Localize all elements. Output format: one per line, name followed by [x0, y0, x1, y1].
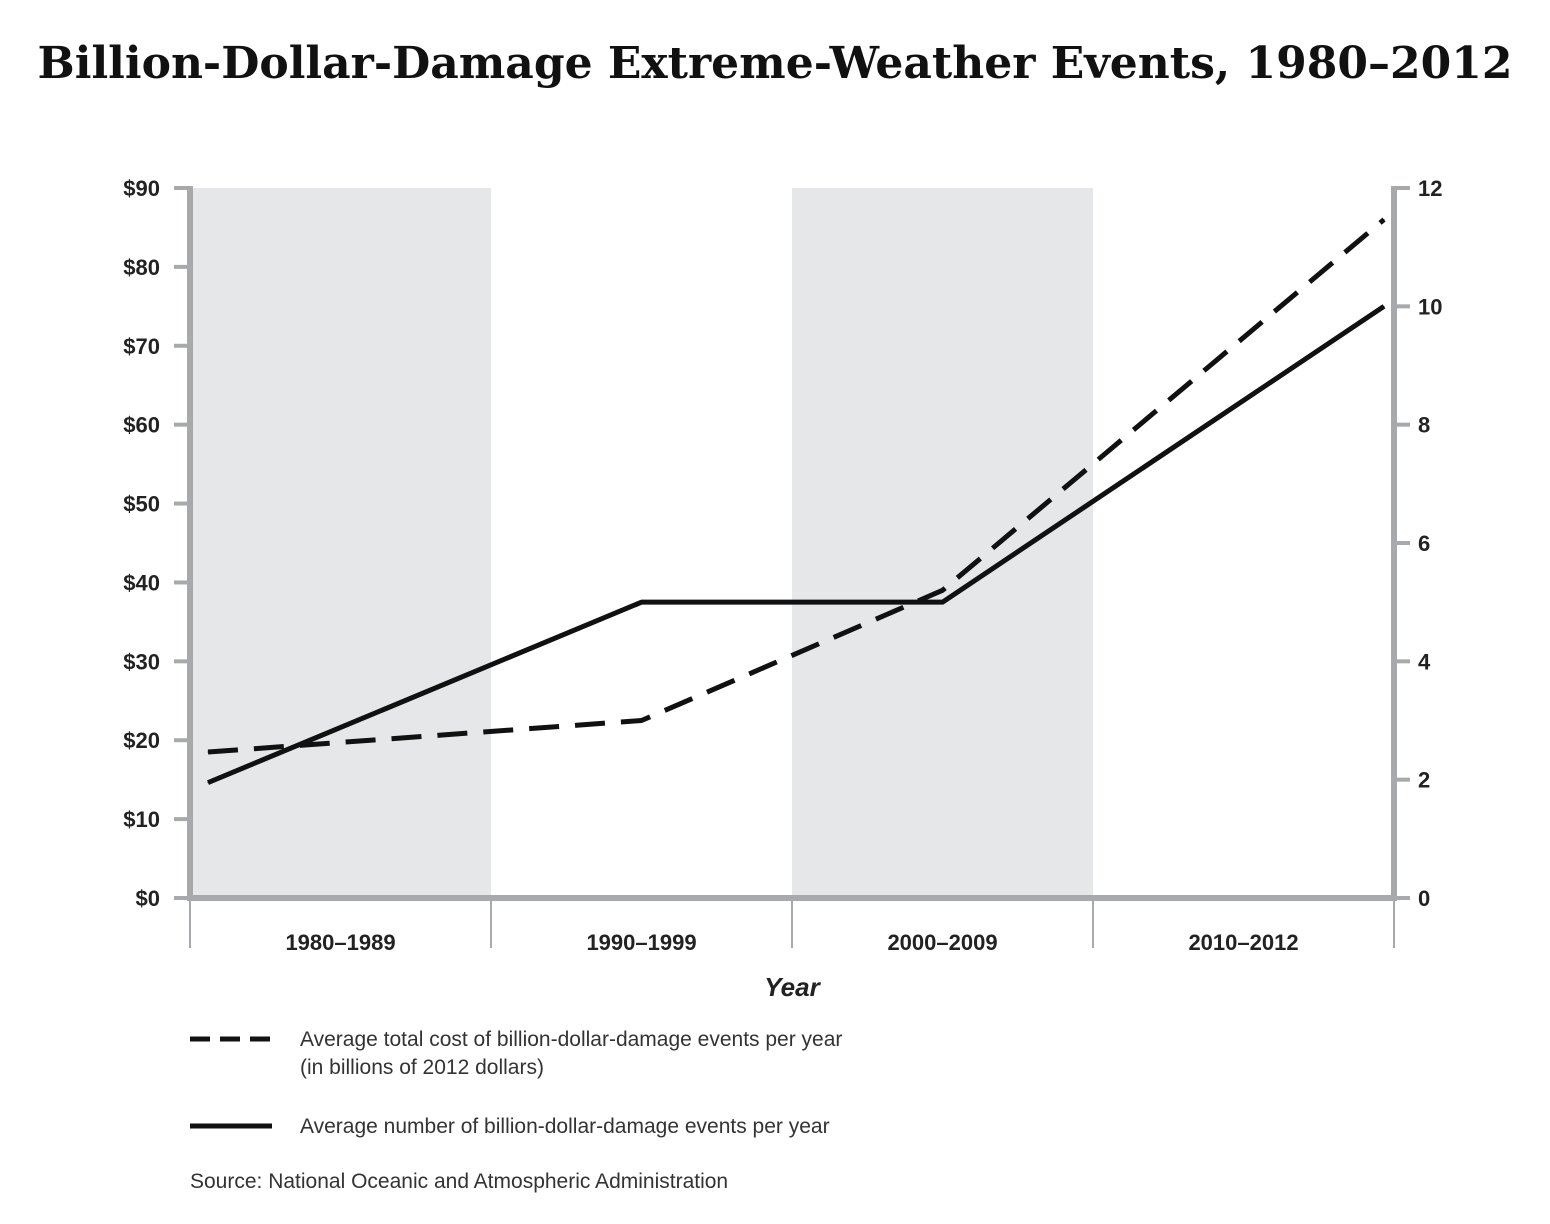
left-tick-label: $90: [123, 176, 160, 201]
x-tick-label: 1980–1989: [285, 930, 395, 955]
x-tick-label: 2000–2009: [887, 930, 997, 955]
right-tick-label: 10: [1418, 294, 1442, 319]
right-tick-label: 2: [1418, 768, 1430, 793]
data-point-cost: [1383, 219, 1385, 221]
right-tick-label: 0: [1418, 886, 1430, 911]
chart-title: Billion-Dollar-Damage Extreme-Weather Ev…: [37, 38, 1513, 89]
band-2000–2009: [792, 188, 1093, 898]
legend-label-count: Average number of billion-dollar-damage …: [300, 1115, 830, 1138]
right-tick-label: 8: [1418, 413, 1430, 438]
data-point-cost: [641, 720, 642, 721]
left-tick-label: $10: [123, 807, 160, 832]
data-point-count: [207, 782, 209, 784]
left-tick-label: $20: [123, 728, 160, 753]
legend-solid-swatch: [190, 1123, 272, 1129]
data-point-cost: [207, 751, 209, 753]
data-point-cost: [942, 589, 943, 591]
right-tick-label: 12: [1418, 176, 1442, 201]
left-tick-label: $30: [123, 649, 160, 674]
left-tick-label: $70: [123, 334, 160, 359]
band-1980–1989: [190, 188, 491, 898]
legend-item-cost: Average total cost of billion-dollar-dam…: [190, 1026, 842, 1082]
data-point-count: [641, 601, 642, 603]
legend-dashed-swatch: [190, 1036, 272, 1042]
data-point-count: [942, 601, 943, 603]
x-tick-label: 2010–2012: [1188, 930, 1298, 955]
legend-item-count: Average number of billion-dollar-damage …: [190, 1113, 830, 1141]
right-tick-label: 6: [1418, 531, 1430, 556]
left-tick-label: $0: [136, 886, 160, 911]
data-point-count: [1383, 305, 1385, 307]
legend-label-cost-line2: (in billions of 2012 dollars): [300, 1056, 544, 1079]
left-tick-label: $40: [123, 570, 160, 595]
legend-label-cost: Average total cost of billion-dollar-dam…: [300, 1028, 843, 1051]
left-tick-label: $50: [123, 492, 160, 517]
left-tick-label: $60: [123, 413, 160, 438]
x-tick-label: 1990–1999: [586, 930, 696, 955]
series-line-count: [207, 304, 1386, 785]
left-tick-label: $80: [123, 255, 160, 280]
right-tick-label: 4: [1418, 649, 1431, 674]
series-line-cost: [207, 217, 1386, 755]
source-note: Source: National Oceanic and Atmospheric…: [190, 1170, 729, 1193]
x-axis-label: Year: [764, 972, 821, 1002]
